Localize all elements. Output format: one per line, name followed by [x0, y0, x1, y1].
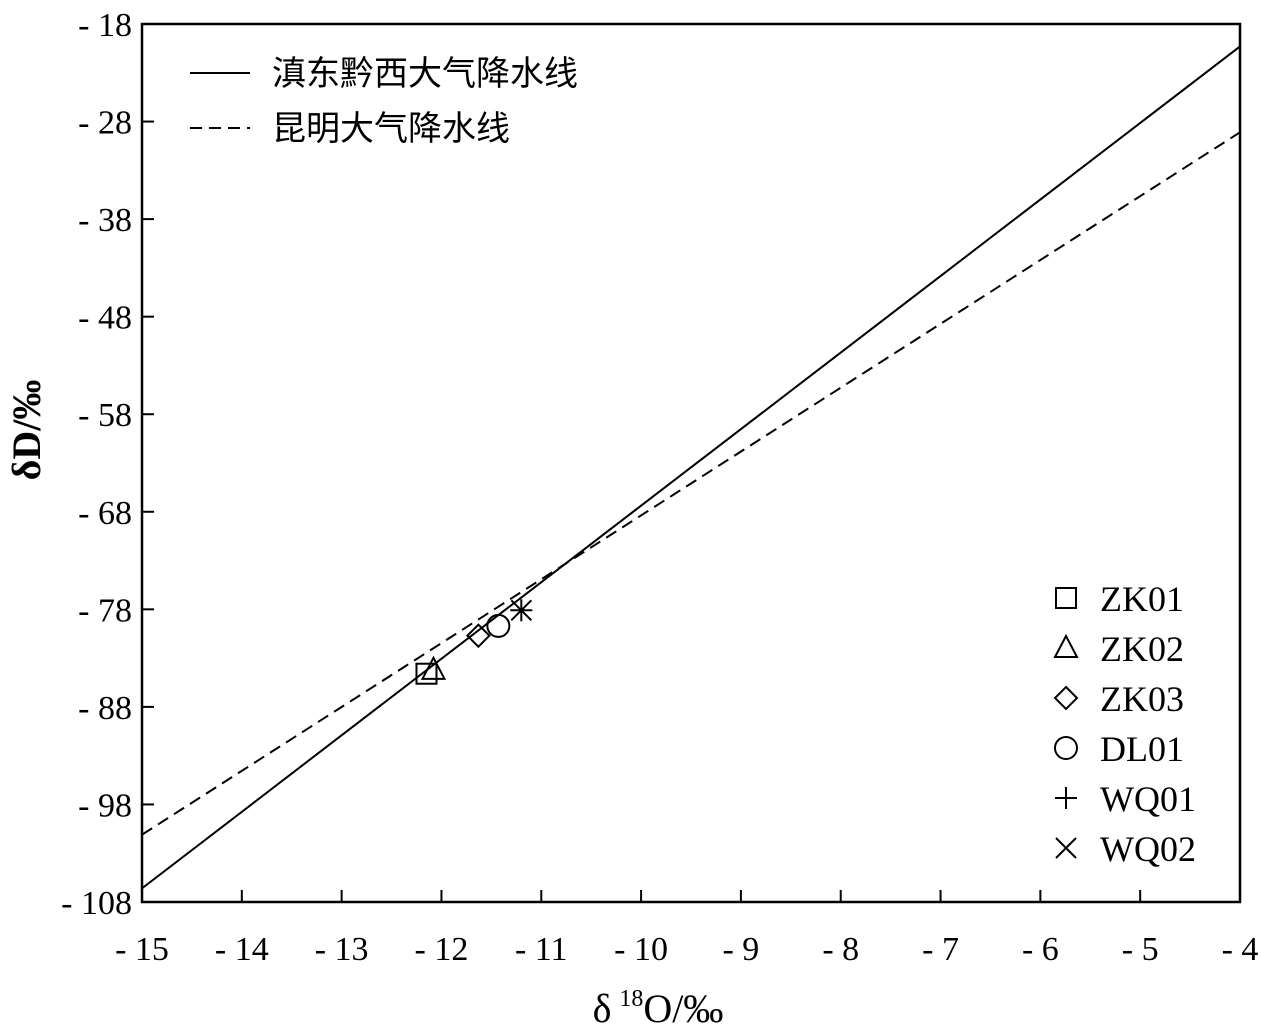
legend-cross-marker	[1055, 837, 1077, 859]
line-legend-label: 昆明大气降水线	[272, 109, 510, 149]
x-axis-title-main: δ	[593, 986, 612, 1031]
marker-legend-label: ZK02	[1100, 629, 1184, 669]
marker-legend: ZK01 ZK02 ZK03 DL01 WQ01 WQ02	[1053, 579, 1196, 869]
marker-legend-label: WQ01	[1100, 779, 1196, 819]
x-axis-title-rest: O/‰	[643, 986, 723, 1031]
data-point-dl01-circle-marker	[486, 613, 511, 638]
legend-plus-marker	[1055, 787, 1077, 809]
axis-ticks: - 15 - 14 - 13 - 12 - 11 - 10 - 9 - 8 - 7 - 6 - 5 -…	[61, 7, 1258, 968]
y-tick-label: - 28	[78, 105, 132, 142]
marker-legend-label: WQ02	[1100, 829, 1196, 869]
x-tick-label: - 15	[115, 931, 169, 968]
x-tick-label: - 5	[1122, 931, 1159, 968]
x-tick-label: - 6	[1022, 931, 1059, 968]
plot-frame	[140, 22, 1242, 904]
y-tick-label: - 18	[78, 7, 132, 44]
marker-legend-label: ZK01	[1100, 579, 1184, 619]
x-tick-label: - 4	[1222, 931, 1259, 968]
marker-legend-label: ZK03	[1100, 679, 1184, 719]
marker-legend-label: DL01	[1100, 729, 1184, 769]
reference-line-solid	[142, 45, 1240, 890]
legend-circle-marker	[1054, 736, 1078, 760]
line-legend-label: 滇东黔西大气降水线	[272, 54, 578, 94]
x-tick-label: - 13	[315, 931, 369, 968]
y-tick-label: - 48	[78, 300, 132, 337]
data-points	[415, 599, 533, 685]
y-tick-label: - 88	[78, 690, 132, 727]
data-point-zk03-diamond-marker	[465, 623, 491, 649]
x-axis-title-superscript: 18	[619, 986, 643, 1012]
y-axis-title: δD/‰	[4, 380, 49, 481]
x-tick-label: - 12	[415, 931, 469, 968]
legend-square-marker	[1055, 587, 1077, 609]
y-tick-label: - 108	[61, 885, 132, 922]
x-tick-label: - 14	[215, 931, 269, 968]
x-tick-label: - 10	[614, 931, 668, 968]
legend-triangle-marker	[1053, 633, 1079, 658]
legend-diamond-marker	[1053, 685, 1079, 711]
y-tick-label: - 98	[78, 787, 132, 824]
data-point-zk01-square-marker	[415, 662, 438, 685]
reference-lines	[142, 45, 1240, 890]
y-tick-label: - 58	[78, 397, 132, 434]
x-tick-label: - 7	[922, 931, 959, 968]
data-point-wq02-cross-marker	[510, 599, 533, 622]
data-point-zk02-triangle-marker	[420, 655, 447, 680]
y-tick-label: - 68	[78, 495, 132, 532]
x-tick-label: - 11	[515, 931, 568, 968]
y-tick-label: - 78	[78, 592, 132, 629]
reference-line-dashed	[142, 131, 1240, 836]
x-tick-label: - 9	[722, 931, 759, 968]
x-axis-title: δ 18O/‰	[593, 986, 724, 1031]
y-tick-label: - 38	[78, 202, 132, 239]
x-tick-label: - 8	[822, 931, 859, 968]
